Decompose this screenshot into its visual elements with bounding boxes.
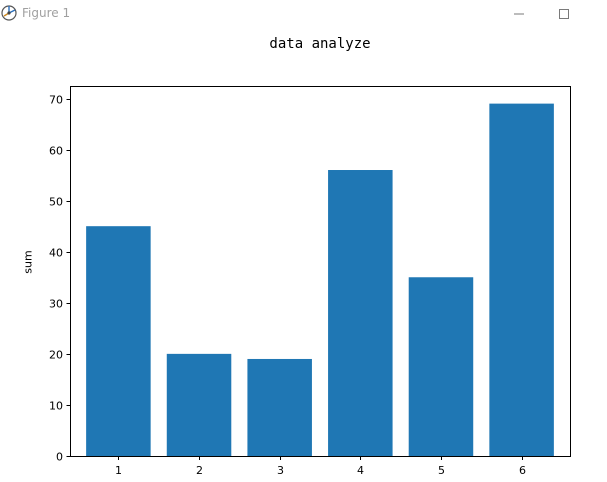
maximize-icon [558,5,570,24]
bar [328,170,393,457]
chart-title: data analyze [269,36,371,52]
matplotlib-figure-icon[interactable] [0,4,18,22]
y-tick-label: 0 [56,451,63,464]
x-tick-label: 6 [519,464,526,477]
y-tick-label: 10 [49,400,63,413]
y-tick-label: 60 [49,145,63,158]
minimize-icon [513,5,525,24]
y-tick-label: 40 [49,247,63,260]
y-tick-label: 30 [49,298,63,311]
y-tick-label: 20 [49,349,63,362]
x-tick-label: 5 [438,464,445,477]
maximize-button[interactable] [541,0,587,28]
y-tick-label: 70 [49,94,63,107]
y-tick-label: 50 [49,196,63,209]
window-title: Figure 1 [22,6,71,20]
bar [489,103,554,456]
x-tick-label: 3 [277,464,284,477]
bar [166,353,232,456]
x-tick-label: 4 [357,464,364,477]
x-tick-label: 1 [115,464,122,477]
bar [86,226,151,456]
bar [247,358,312,456]
window-titlebar: Figure 1 [0,0,607,28]
minimize-button[interactable] [496,0,542,28]
bar [408,277,474,456]
x-tick-label: 2 [196,464,203,477]
plot-frame [70,86,571,457]
